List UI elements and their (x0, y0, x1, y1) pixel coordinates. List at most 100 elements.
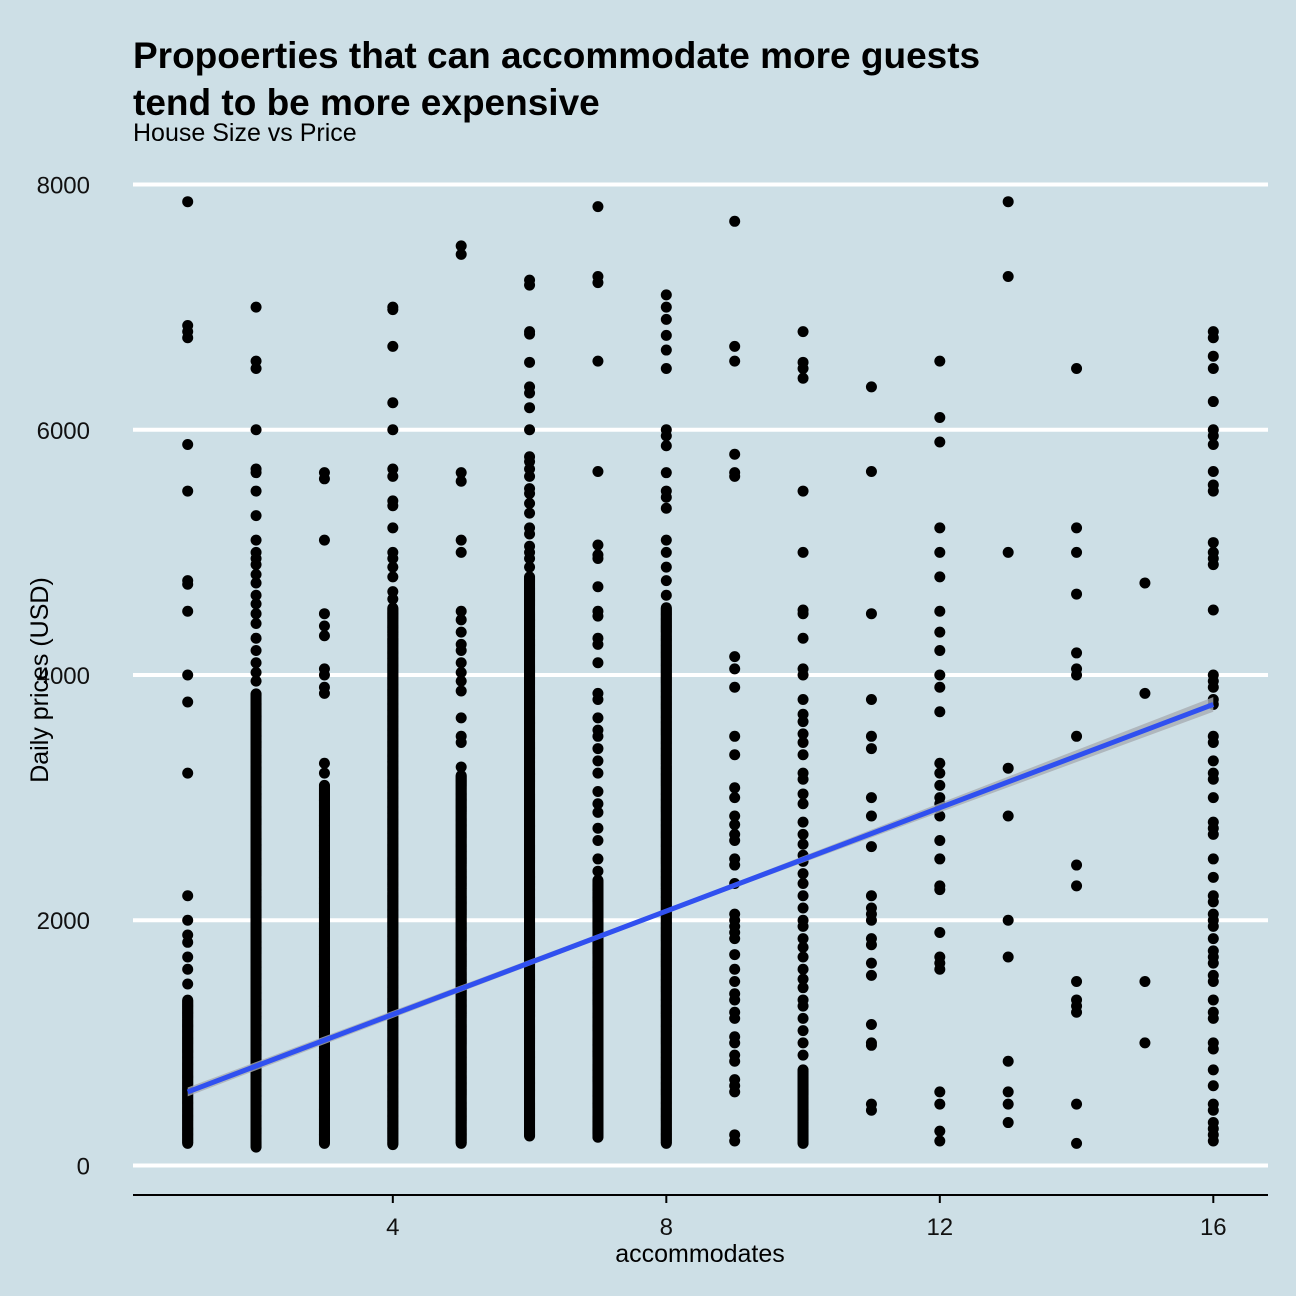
data-point (592, 277, 604, 289)
data-point (592, 201, 604, 213)
data-point (1207, 976, 1219, 988)
data-point (1071, 730, 1083, 742)
data-point (797, 608, 809, 620)
data-point (797, 694, 809, 706)
data-point (1071, 1098, 1083, 1110)
data-point (797, 716, 809, 728)
data-point (1207, 933, 1219, 945)
data-point (387, 470, 399, 482)
data-point (455, 667, 467, 679)
data-point (934, 767, 946, 779)
data-point (524, 488, 536, 500)
data-point (387, 561, 399, 573)
data-point (797, 1025, 809, 1037)
data-point (865, 381, 877, 393)
data-point (250, 608, 262, 620)
data-point (934, 1135, 946, 1147)
data-point (455, 248, 467, 260)
data-point (934, 522, 946, 534)
data-point (729, 835, 741, 847)
data-point (797, 749, 809, 761)
data-point (797, 1037, 809, 1049)
data-point (387, 593, 399, 605)
data-point (797, 941, 809, 953)
data-point (934, 605, 946, 617)
data-point (729, 963, 741, 975)
data-point (934, 884, 946, 896)
data-point (387, 500, 399, 512)
data-point (729, 859, 741, 871)
data-point (797, 933, 809, 945)
data-point (455, 675, 467, 687)
data-point (592, 712, 604, 724)
data-point (797, 973, 809, 985)
data-point (592, 638, 604, 650)
data-point (524, 470, 536, 482)
data-point (182, 438, 194, 450)
data-point (1002, 1098, 1014, 1110)
data-point (660, 289, 672, 301)
data-point (797, 902, 809, 914)
data-point (1071, 546, 1083, 558)
data-point (1002, 546, 1014, 558)
data-point (797, 326, 809, 338)
data-point (1207, 853, 1219, 865)
data-point (1207, 559, 1219, 571)
data-point (455, 761, 467, 773)
data-point (182, 669, 194, 681)
data-point (318, 473, 330, 485)
y-axis-tick-labels: 0 2000 4000 6000 8000 (37, 173, 90, 1181)
data-point (455, 467, 467, 479)
y-tick-label-0: 0 (77, 1153, 90, 1180)
data-point (729, 663, 741, 675)
data-point (660, 546, 672, 558)
data-point (455, 685, 467, 697)
data-point (1207, 350, 1219, 362)
data-point (934, 779, 946, 791)
data-point (729, 1012, 741, 1024)
data-point (455, 712, 467, 724)
data-point (660, 575, 672, 587)
data-point (524, 424, 536, 436)
data-point (934, 706, 946, 718)
data-point (592, 798, 604, 810)
data-point (797, 920, 809, 932)
x-tick-label-12: 12 (926, 1214, 953, 1241)
data-point (592, 755, 604, 767)
data-point (660, 301, 672, 313)
data-point (934, 546, 946, 558)
data-point (182, 936, 194, 948)
data-point (318, 534, 330, 546)
data-point (524, 561, 536, 573)
data-point (592, 553, 604, 565)
y-tick-label-2000: 2000 (37, 908, 90, 935)
data-point (865, 694, 877, 706)
data-point (1071, 647, 1083, 659)
data-point (797, 485, 809, 497)
data-point (934, 853, 946, 865)
y-tick-label-8000: 8000 (37, 173, 90, 200)
data-point (797, 982, 809, 994)
data-point (250, 632, 262, 644)
data-point (934, 644, 946, 656)
data-point (592, 694, 604, 706)
data-point (797, 963, 809, 975)
data-point (660, 589, 672, 601)
data-point (729, 448, 741, 460)
data-point (1207, 736, 1219, 748)
data-point (182, 578, 194, 590)
chart-subtitle: House Size vs Price (133, 119, 357, 147)
data-point (592, 581, 604, 593)
data-point (797, 951, 809, 963)
data-point (934, 626, 946, 638)
data-point (865, 957, 877, 969)
data-point (729, 1135, 741, 1147)
data-point (455, 475, 467, 487)
data-point (934, 1125, 946, 1137)
data-point (387, 340, 399, 352)
data-point (592, 865, 604, 877)
data-point (1139, 976, 1151, 988)
data-point (455, 605, 467, 617)
data-point (729, 1086, 741, 1098)
